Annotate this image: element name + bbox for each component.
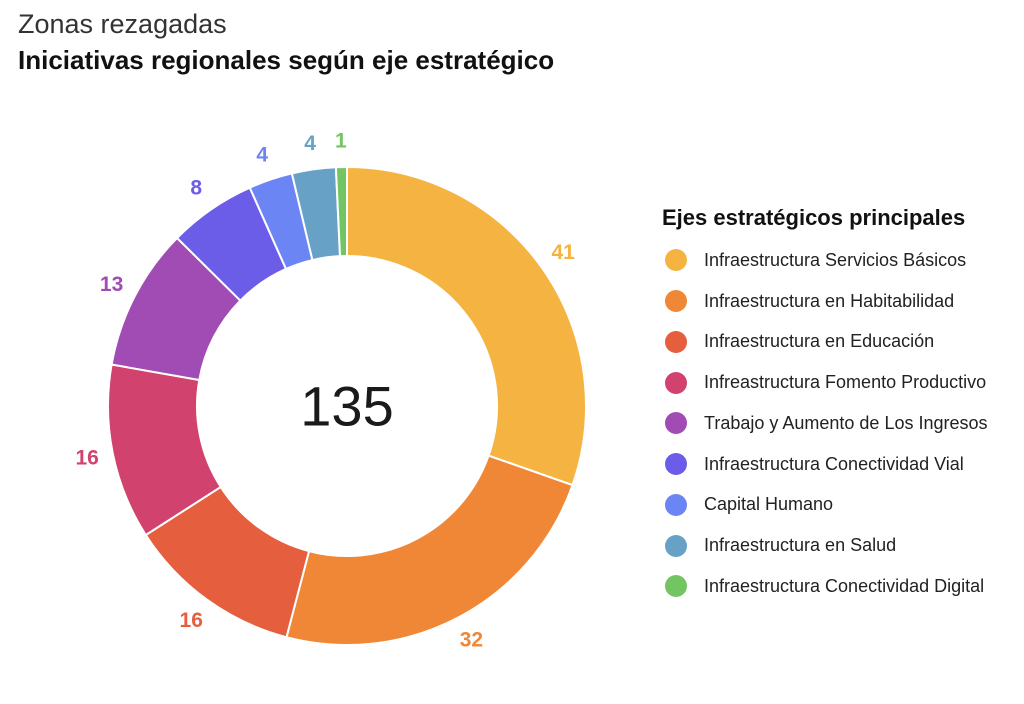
value-label-5: 13: [100, 273, 123, 296]
legend: Infraestructura Servicios Básicos Infraes…: [662, 240, 1012, 607]
legend-swatch: [665, 575, 687, 598]
legend-item: Capital Humano: [662, 485, 1012, 526]
value-label-1: 41: [552, 241, 576, 264]
value-label-2: 32: [460, 628, 483, 651]
legend-swatch: [665, 453, 687, 476]
legend-label: Infraestructura Conectividad Vial: [704, 453, 964, 474]
value-label-9: 1: [335, 130, 347, 153]
value-label-8: 4: [304, 132, 316, 155]
legend-swatch: [665, 412, 687, 435]
legend-swatch: [665, 371, 687, 394]
donut-slice-2: [285, 454, 574, 646]
legend-item: Infraestructura Conectividad Vial: [662, 444, 1012, 485]
donut-slice-9: [334, 165, 348, 258]
value-label-4: 16: [75, 447, 98, 470]
legend-label: Infraestructura en Educación: [704, 331, 935, 352]
legend-item: Trabajo y Aumento de Los Ingresos: [662, 403, 1012, 444]
legend-item: Infraestructura Servicios Básicos: [662, 240, 1012, 281]
value-label-6: 8: [190, 177, 202, 200]
legend-label: Infraestructura en Salud: [704, 535, 897, 556]
legend-item: Infraestructura en Habitabilidad: [662, 281, 1012, 322]
legend-label: Infraestructura Conectividad Digital: [704, 575, 985, 596]
legend-label: Capital Humano: [704, 494, 834, 515]
chart-title: Zonas rezagadas: [18, 9, 227, 39]
value-label-7: 4: [256, 143, 268, 166]
legend-label: Trabajo y Aumento de Los Ingresos: [704, 412, 988, 433]
legend-swatch: [665, 493, 687, 516]
legend-label: Infraestructura en Habitabilidad: [704, 290, 955, 311]
legend-swatch: [665, 249, 687, 272]
legend-swatch: [665, 330, 687, 353]
center-total-label: 135: [300, 375, 393, 438]
legend-label: Infreastructura Fomento Productivo: [704, 372, 987, 393]
legend-swatch: [665, 534, 687, 557]
donut-slices: [107, 165, 587, 646]
legend-item: Infraestructura Conectividad Digital: [662, 566, 1012, 607]
donut-slice-1: [346, 165, 587, 487]
legend-title: Ejes estratégicos principales: [662, 205, 966, 230]
legend-item: Infraestructura en Educación: [662, 322, 1012, 363]
chart-subtitle: Iniciativas regionales según eje estraté…: [18, 45, 555, 75]
legend-item: Infraestructura en Salud: [662, 525, 1012, 566]
legend-swatch: [665, 290, 687, 313]
legend-item: Infreastructura Fomento Productivo: [662, 362, 1012, 403]
legend-label: Infraestructura Servicios Básicos: [704, 249, 967, 270]
value-label-3: 16: [180, 609, 203, 632]
